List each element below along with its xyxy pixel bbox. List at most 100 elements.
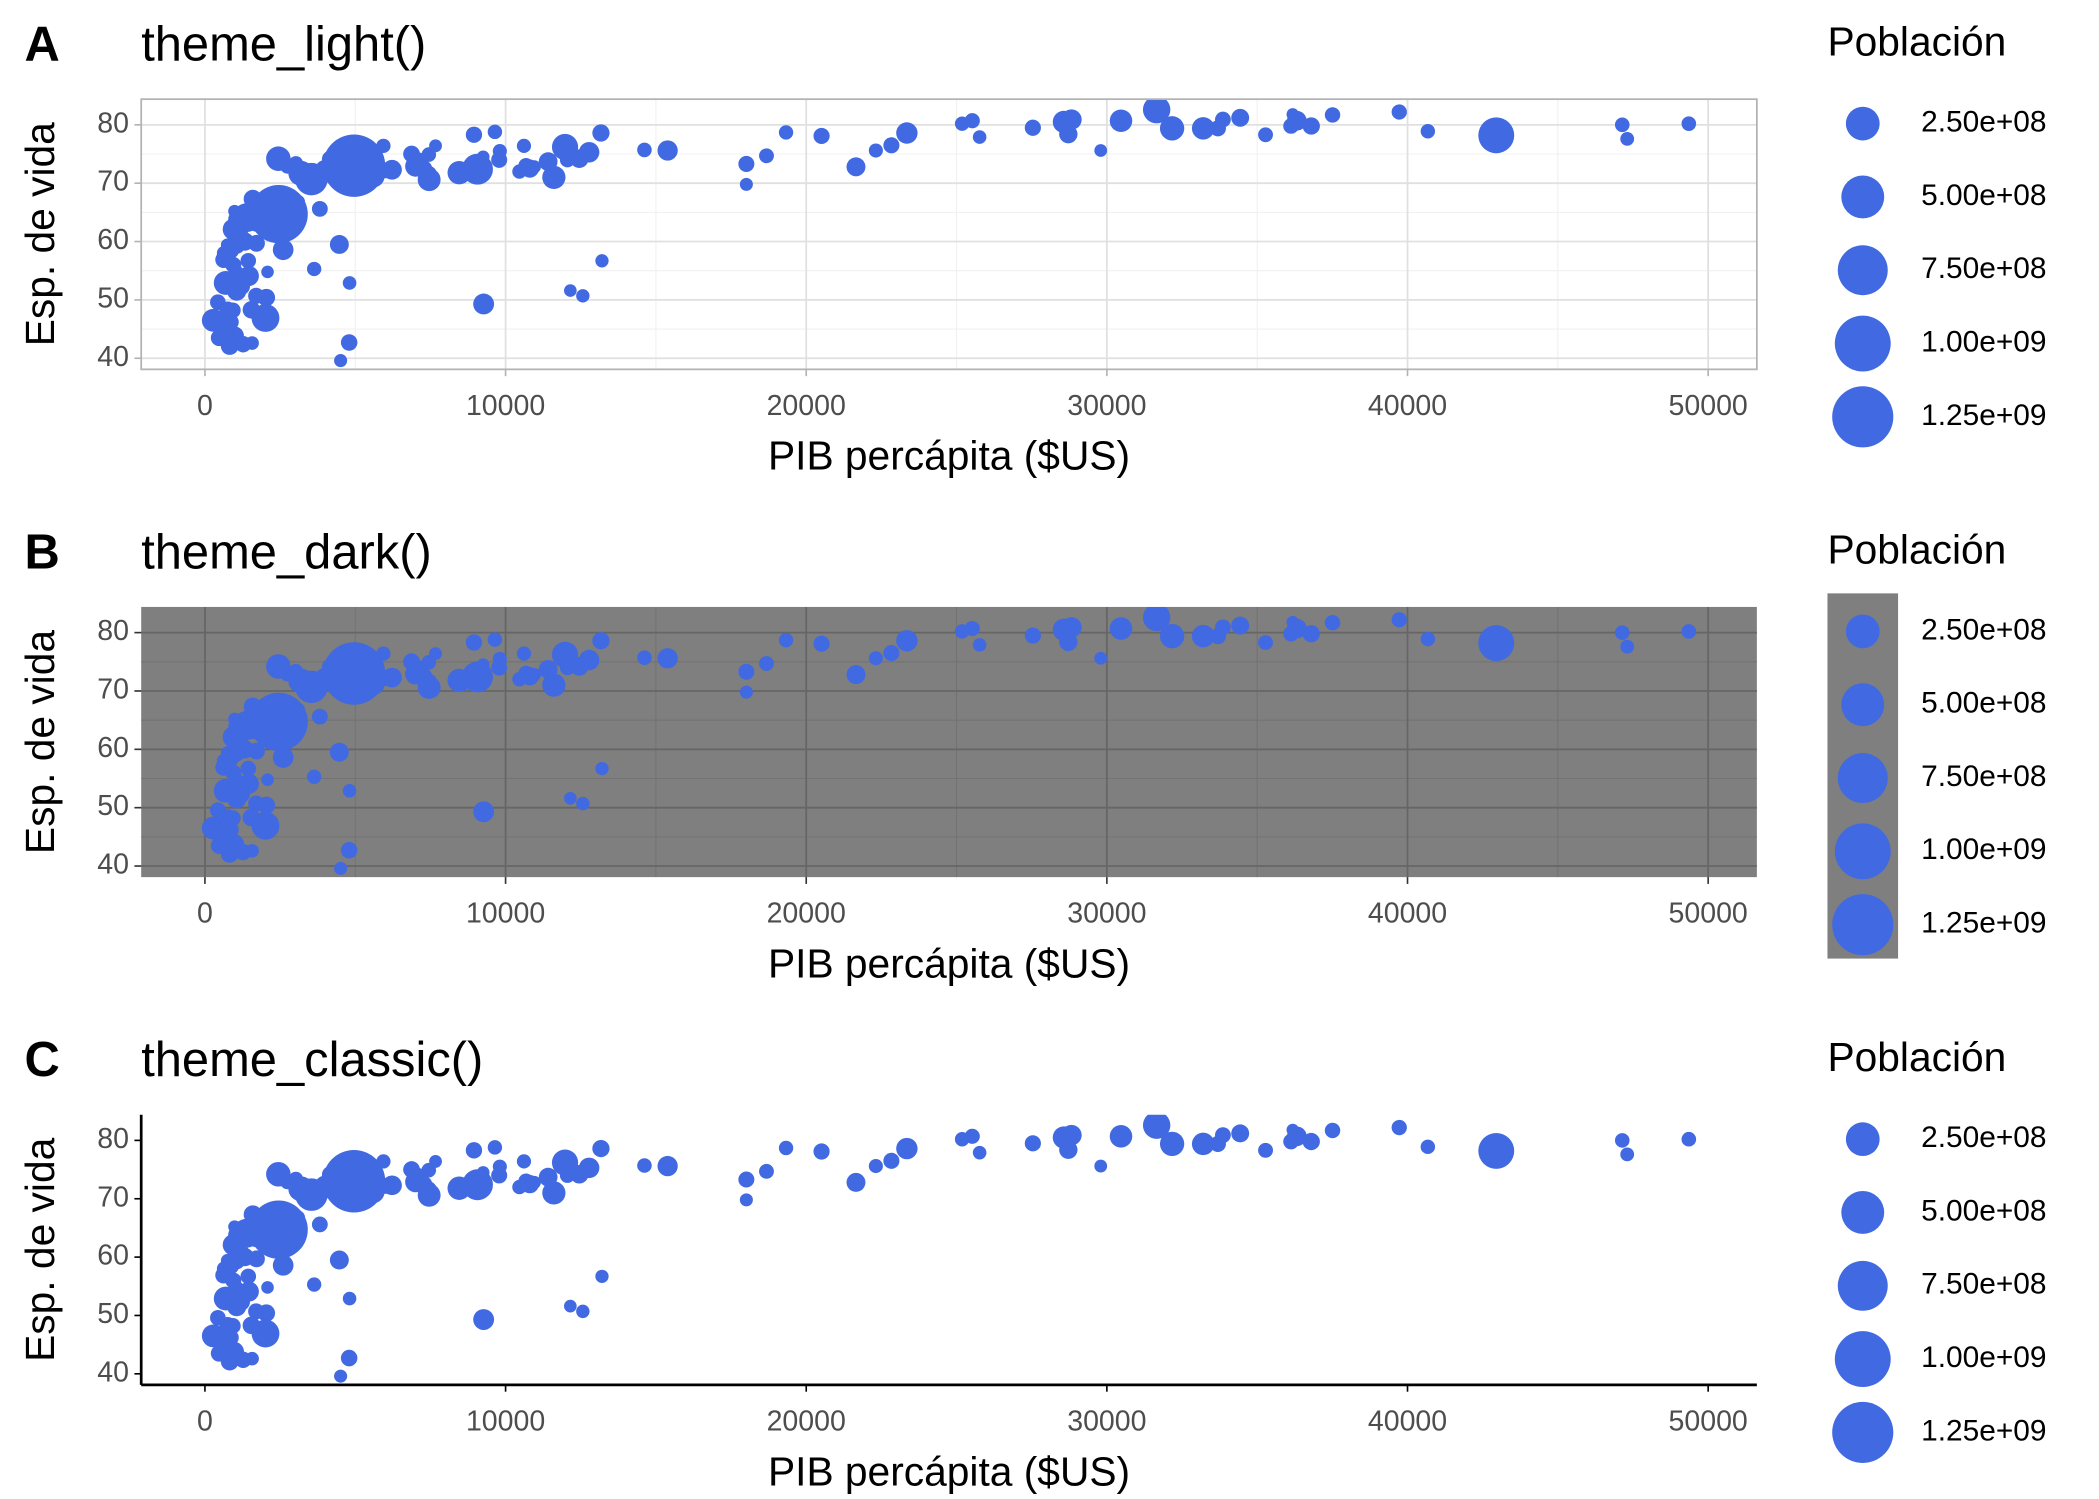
point — [210, 825, 225, 840]
point — [223, 1329, 239, 1346]
point — [248, 215, 265, 232]
y-tick-label: 50 — [97, 1298, 129, 1330]
point — [417, 168, 441, 192]
x-tick-label: 40000 — [1368, 390, 1447, 422]
point — [210, 837, 228, 854]
point — [268, 702, 299, 733]
point — [487, 124, 503, 140]
point — [311, 1216, 328, 1233]
point — [429, 1154, 442, 1168]
points — [201, 1114, 1697, 1383]
point — [268, 194, 299, 225]
points — [201, 99, 1697, 368]
point — [476, 150, 490, 164]
point — [334, 861, 348, 875]
legend-label: 1.25e+09 — [1921, 399, 2046, 432]
point — [1420, 124, 1436, 139]
y-tick-label: 60 — [97, 224, 129, 256]
point — [883, 645, 900, 662]
legend-key — [1832, 894, 1894, 956]
y-tick-label: 80 — [97, 615, 129, 647]
point — [234, 843, 252, 861]
point — [261, 1281, 274, 1294]
point — [288, 663, 304, 679]
legend-label: 5.00e+08 — [1921, 179, 2046, 212]
point — [447, 1176, 471, 1200]
point — [465, 126, 483, 143]
point — [520, 667, 539, 686]
legend-key — [1834, 315, 1891, 372]
point — [637, 142, 652, 158]
point — [896, 122, 918, 144]
point — [224, 751, 239, 767]
point — [210, 1345, 228, 1362]
point — [657, 140, 678, 161]
point — [896, 1137, 918, 1160]
point — [1059, 125, 1078, 144]
point — [1215, 619, 1231, 636]
point — [240, 253, 257, 269]
x-tick-label: 50000 — [1669, 898, 1748, 930]
point — [491, 659, 508, 676]
point — [227, 281, 247, 301]
point — [246, 203, 260, 216]
point — [1620, 1147, 1635, 1162]
point — [264, 724, 283, 743]
point — [224, 810, 241, 827]
point — [595, 1269, 609, 1284]
point — [417, 1183, 441, 1207]
point — [1420, 1139, 1436, 1155]
point — [520, 1175, 539, 1194]
point — [223, 821, 239, 838]
point — [595, 254, 609, 268]
point — [1142, 1114, 1171, 1139]
point — [576, 289, 590, 303]
legend-label: 7.50e+08 — [1921, 760, 2046, 793]
point — [264, 1232, 283, 1251]
point — [352, 1188, 370, 1206]
legend-label: 1.00e+09 — [1921, 325, 2046, 358]
point — [465, 1142, 483, 1159]
point — [266, 1161, 291, 1187]
point — [1258, 127, 1273, 143]
point — [447, 160, 471, 185]
point — [243, 697, 263, 716]
x-axis-title: PIB percápita ($US) — [768, 1448, 1130, 1494]
point — [417, 676, 441, 699]
legend-key — [1832, 386, 1894, 448]
x-tick-label: 20000 — [767, 390, 846, 422]
point — [369, 164, 385, 180]
point — [1024, 119, 1041, 136]
point — [551, 1149, 579, 1176]
point — [576, 796, 590, 811]
point — [429, 647, 442, 661]
point — [1231, 616, 1250, 635]
point — [224, 302, 241, 319]
legend-key — [1837, 753, 1888, 803]
y-tick-label: 50 — [97, 282, 129, 314]
point — [778, 633, 794, 648]
point — [410, 660, 427, 677]
point — [972, 130, 987, 144]
point — [465, 634, 483, 651]
point — [473, 1309, 495, 1330]
panel-title: theme_dark() — [141, 525, 432, 579]
point — [369, 672, 385, 688]
point — [542, 1181, 566, 1205]
point — [868, 1159, 883, 1174]
legend-label: 2.50e+08 — [1921, 613, 2046, 646]
panel-tag: B — [24, 525, 59, 579]
x-tick-label: 30000 — [1067, 390, 1146, 422]
point — [1324, 614, 1341, 631]
point — [1614, 625, 1630, 640]
point — [954, 624, 970, 639]
point — [1094, 651, 1108, 665]
x-tick-label: 30000 — [1067, 1405, 1146, 1437]
point — [1620, 131, 1635, 146]
point — [272, 239, 294, 261]
point — [1059, 632, 1078, 652]
point — [1258, 635, 1273, 650]
point — [261, 773, 274, 786]
